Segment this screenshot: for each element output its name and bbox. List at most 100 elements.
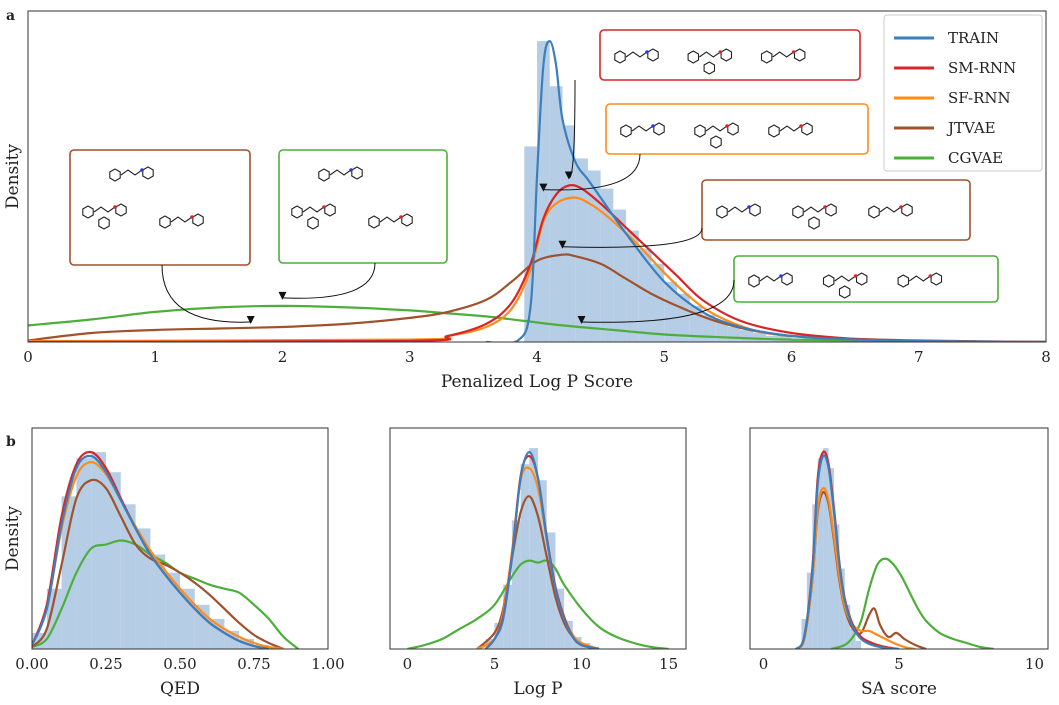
x-tick-label: 1.00 (311, 655, 344, 673)
molecule-bond (779, 125, 802, 132)
molecule-ring (620, 124, 632, 138)
series-line-cgvae (407, 559, 669, 649)
plot-frame (389, 427, 687, 650)
histogram-bar (135, 528, 151, 649)
series-line-sf-rnn (32, 461, 284, 649)
molecule-ring (159, 215, 171, 229)
molecule-ring (307, 216, 319, 230)
x-tick-label: 0.25 (89, 655, 122, 673)
molecule-bond (120, 169, 143, 176)
molecule-ring (694, 124, 706, 138)
histogram-bar (538, 480, 547, 649)
x-tick-label: 0 (759, 655, 769, 673)
x-axis-label: SA score (861, 679, 937, 699)
histogram-bar (600, 188, 614, 342)
histogram-bar (626, 230, 639, 342)
molecule-insets (69, 29, 999, 324)
molecule-atom (791, 50, 796, 54)
x-tick-label: 5 (894, 655, 904, 673)
inset-cgvae (278, 149, 448, 300)
histogram-bar (165, 572, 180, 649)
molecule-ring (614, 50, 626, 64)
molecule-bond (879, 206, 902, 213)
series-line-cgvae (32, 539, 300, 649)
y-axis-label: Density (3, 143, 23, 209)
molecule-bond (803, 206, 826, 213)
molecule-atom (823, 205, 827, 209)
molecule-bond (909, 275, 931, 282)
x-tick-label: 7 (914, 348, 924, 366)
annotation-arrow (161, 264, 251, 323)
series-line-train (795, 454, 900, 649)
x-tick-label: 5 (659, 348, 669, 366)
molecule-bond (631, 125, 654, 132)
annotation-arrow (562, 227, 703, 248)
histogram-bar (511, 520, 521, 649)
x-tick-label: 0 (403, 655, 413, 673)
molecule-ring (716, 205, 728, 219)
histogram (524, 41, 856, 342)
molecule-atom (190, 215, 194, 219)
molecule-ring (897, 274, 910, 288)
molecule-atom (349, 168, 353, 172)
chart-b-qed: 0.00 0.25 0.50 0.75 1.00 QED Density (3, 427, 345, 699)
molecule-ring (768, 124, 780, 138)
histogram-bar (817, 458, 824, 649)
molecule-bond (93, 206, 116, 213)
legend-entry: SM-RNN (948, 59, 1016, 77)
molecule-atom (113, 205, 117, 209)
histogram-bar (740, 329, 754, 342)
molecule-ring (82, 205, 94, 219)
x-tick-label: 8 (1041, 348, 1051, 366)
x-tick-label: 0.00 (15, 655, 48, 673)
molecule-ring (822, 274, 835, 288)
x-axis-label: Log P (513, 679, 562, 699)
chart-b-sa: 0 5 10 SA score (749, 427, 1049, 699)
inset-frame (605, 103, 869, 155)
histogram-bar (106, 472, 121, 649)
molecule-atom (645, 50, 649, 54)
molecule-bond (329, 169, 352, 176)
molecule-ring (808, 216, 820, 230)
molecule-ring (291, 205, 303, 219)
molecule-ring (868, 205, 880, 219)
panel-label-b: b (6, 434, 16, 450)
histogram-bar (850, 628, 856, 649)
histogram-bar (562, 125, 576, 342)
chart-b-logp: 0 5 10 15 Log P (389, 427, 687, 699)
molecule-atom (140, 168, 144, 172)
plot-frame (31, 427, 329, 650)
histogram-bar (638, 248, 652, 342)
arrowhead (246, 315, 255, 324)
legend-box (883, 14, 1043, 172)
molecule-atom (747, 205, 751, 209)
x-tick-label: 15 (659, 655, 678, 673)
molecule-atom (322, 205, 326, 209)
histogram-bar (494, 622, 504, 649)
inset-frame (69, 149, 251, 266)
molecule-atom (779, 274, 783, 278)
plot-frame (27, 10, 1047, 343)
inset-frame (278, 149, 448, 264)
molecule-bond (759, 275, 782, 282)
series-line-train (486, 40, 1046, 342)
x-axis-label: Penalized Log P Score (441, 372, 633, 392)
histogram-bar (702, 314, 716, 342)
inset-cgvae (577, 255, 999, 324)
x-tick-label: 0.75 (237, 655, 270, 673)
series-line-train (32, 454, 270, 649)
histogram-bar (529, 448, 538, 649)
arrowhead (278, 291, 287, 300)
inset-sf-rnn (539, 103, 869, 192)
histogram-bar (823, 448, 829, 649)
histogram-bar (555, 588, 565, 649)
x-tick-label: 3 (405, 348, 415, 366)
panel-label-a: a (6, 8, 15, 24)
molecule-atom (651, 124, 655, 128)
series-line-train (484, 451, 600, 649)
annotation-arrow (543, 153, 641, 191)
series-lines (28, 40, 1046, 342)
legend-entry: JTVAE (946, 119, 996, 137)
histogram-bar (753, 332, 767, 342)
